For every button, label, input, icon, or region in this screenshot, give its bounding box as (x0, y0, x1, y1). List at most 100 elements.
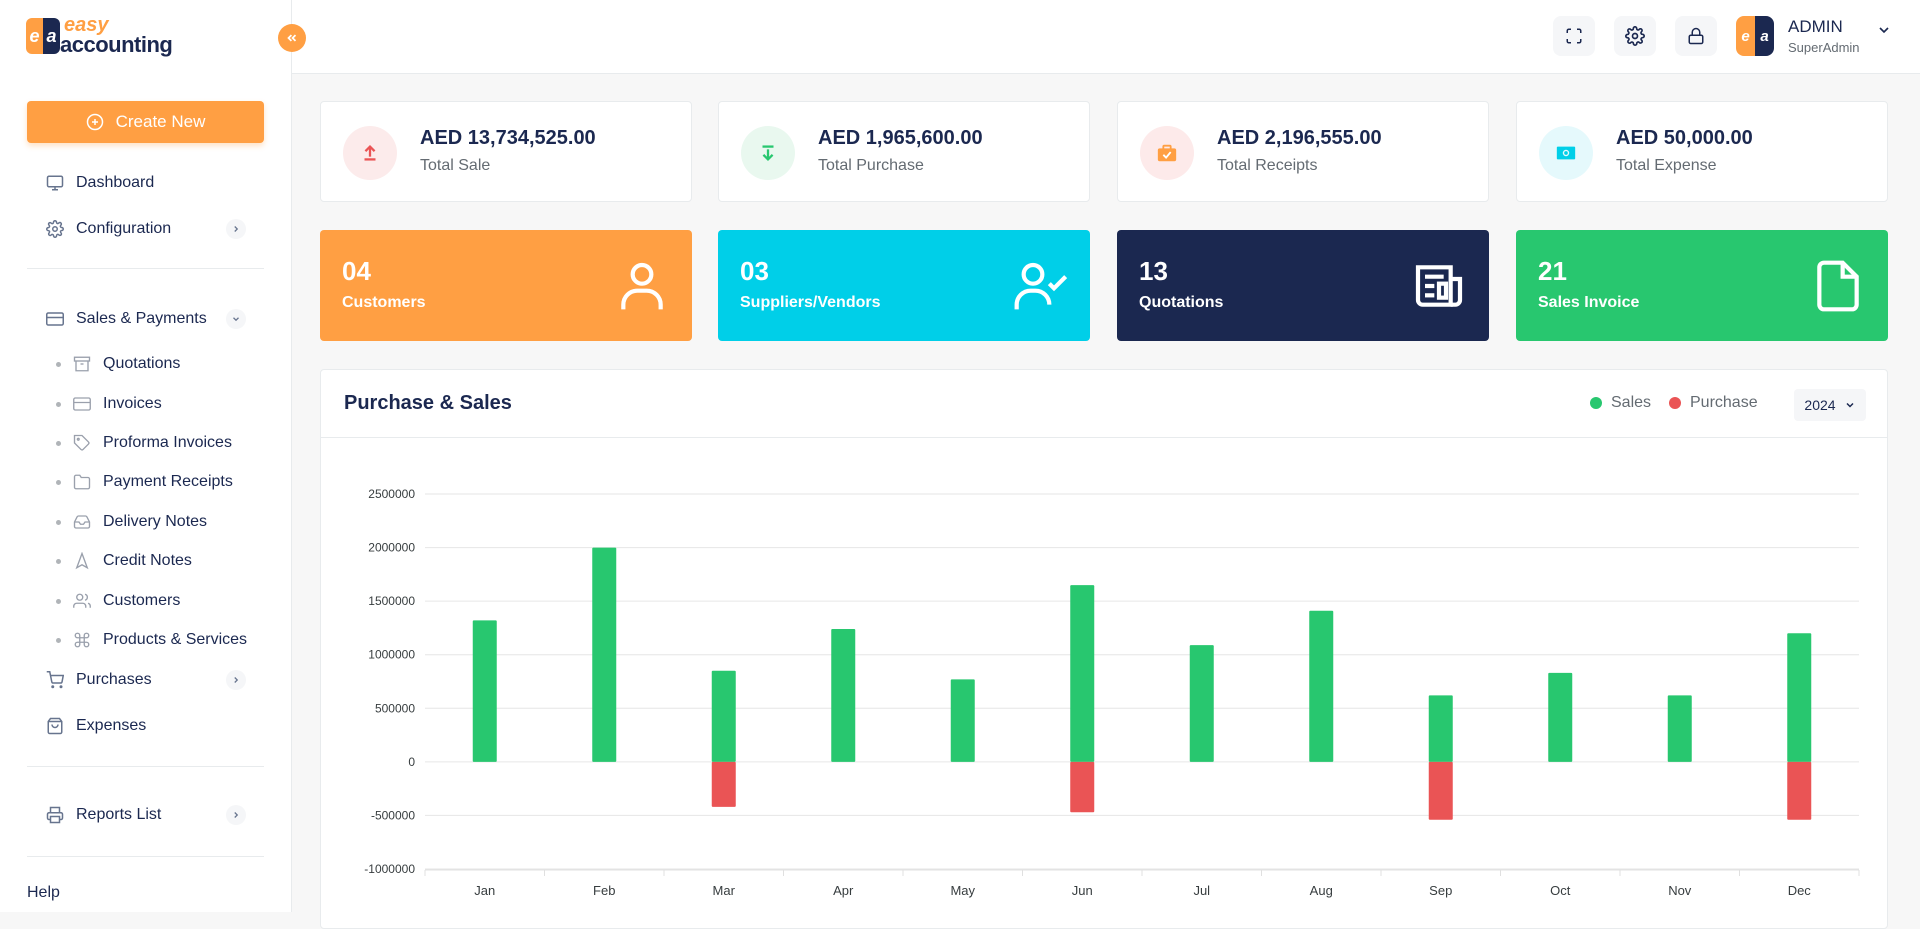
help-link[interactable]: Help (27, 884, 60, 901)
bullet-dot (56, 558, 61, 564)
sidebar-item-purchases[interactable]: Purchases (46, 665, 246, 695)
money-icon (1556, 146, 1576, 160)
chevron-right-icon[interactable] (226, 670, 246, 690)
sidebar-item-label: Reports List (76, 806, 162, 823)
x-tick-label: Apr (833, 883, 854, 898)
sidebar-subitem-invoices[interactable]: Invoices (56, 390, 276, 418)
chart-header: Purchase & Sales Sales Purchase 2024 (321, 370, 1887, 438)
sidebar-item-label: Expenses (76, 717, 147, 734)
sidebar-subitem-delivery-notes[interactable]: Delivery Notes (56, 508, 276, 536)
bar-sales-aug[interactable] (1309, 610, 1334, 762)
sidebar-subitem-label: Quotations (103, 355, 181, 372)
sidebar-subitem-customers[interactable]: Customers (56, 587, 276, 615)
count-card-suppliers[interactable]: 03 Suppliers/Vendors (718, 230, 1090, 341)
bar-sales-oct[interactable] (1548, 672, 1573, 762)
navigation-icon (73, 552, 91, 570)
count-label: Sales Invoice (1538, 294, 1640, 311)
sidebar-subitem-products-services[interactable]: Products & Services (56, 626, 276, 654)
sidebar-item-dashboard[interactable]: Dashboard (46, 168, 246, 198)
stat-value: AED 13,734,525.00 (420, 127, 596, 149)
x-tick-label: Mar (713, 883, 736, 898)
y-tick-label: -500000 (371, 808, 415, 822)
x-tick-label: Feb (593, 883, 615, 898)
chevron-down-icon[interactable] (226, 309, 246, 329)
fullscreen-button[interactable] (1553, 16, 1595, 56)
chevron-right-icon[interactable] (226, 805, 246, 825)
user-menu-toggle[interactable] (1876, 22, 1892, 43)
sidebar-item-reports-list[interactable]: Reports List (46, 800, 246, 830)
count-card-customers[interactable]: 04 Customers (320, 230, 692, 341)
bullet-dot (56, 361, 61, 367)
bar-purchase-mar[interactable] (711, 761, 736, 807)
sidebar-subitem-proforma-invoices[interactable]: Proforma Invoices (56, 429, 276, 457)
bar-sales-sep[interactable] (1428, 695, 1453, 762)
sidebar-item-sales-payments[interactable]: Sales & Payments (46, 304, 246, 334)
sidebar-item-configuration[interactable]: Configuration (46, 214, 246, 244)
inbox-icon (73, 513, 91, 531)
bar-sales-dec[interactable] (1787, 633, 1812, 762)
sidebar-item-expenses[interactable]: Expenses (46, 711, 246, 741)
command-icon (73, 631, 91, 649)
sidebar-subitem-label: Credit Notes (103, 552, 192, 569)
stat-value: AED 50,000.00 (1616, 127, 1753, 149)
bar-purchase-jun[interactable] (1070, 761, 1095, 813)
legend-sales[interactable]: Sales (1590, 394, 1651, 412)
stat-label: Total Receipts (1217, 157, 1318, 174)
bag-icon (46, 717, 64, 735)
bar-sales-nov[interactable] (1667, 695, 1692, 762)
bar-sales-apr[interactable] (831, 629, 856, 762)
sidebar-divider (27, 766, 264, 767)
year-select[interactable]: 2024 (1794, 389, 1866, 421)
plus-circle-icon (86, 113, 103, 131)
legend-swatch (1669, 397, 1681, 409)
brand-logo[interactable]: e a easy accounting (26, 14, 186, 57)
avatar[interactable]: e a (1736, 16, 1774, 56)
chevrons-left-icon (287, 34, 297, 42)
collapse-sidebar-button[interactable] (278, 24, 306, 52)
chevron-down-icon (1846, 402, 1854, 408)
sidebar-subitem-quotations[interactable]: Quotations (56, 350, 276, 378)
year-select-value: 2024 (1804, 397, 1836, 413)
bar-sales-mar[interactable] (711, 670, 736, 762)
x-tick-label: May (950, 883, 975, 898)
count-label: Quotations (1139, 294, 1224, 311)
bar-sales-jan[interactable] (472, 620, 497, 762)
sidebar-subitem-payment-receipts[interactable]: Payment Receipts (56, 468, 276, 496)
stat-icon-wrapper (1140, 126, 1194, 180)
stat-label: Total Sale (420, 157, 491, 174)
count-value: 03 (740, 256, 769, 286)
count-card-quotations[interactable]: 13 Quotations (1117, 230, 1489, 341)
user-role: SuperAdmin (1788, 40, 1860, 55)
sidebar-subitem-label: Proforma Invoices (103, 434, 232, 451)
bar-sales-jul[interactable] (1189, 645, 1214, 762)
count-card-sales-invoice[interactable]: 21 Sales Invoice (1516, 230, 1888, 341)
purchase-sales-chart-card: Purchase & Sales Sales Purchase 2024 250… (320, 369, 1888, 929)
bullet-dot (56, 637, 61, 643)
stat-label: Total Purchase (818, 157, 924, 174)
x-tick-label: Nov (1668, 883, 1692, 898)
sidebar-subitem-label: Products & Services (103, 631, 248, 648)
folder-icon (73, 473, 91, 491)
legend-purchase[interactable]: Purchase (1669, 394, 1758, 412)
credit-card-icon (46, 310, 64, 328)
archive-icon (73, 355, 91, 373)
user-name[interactable]: ADMIN (1788, 17, 1843, 36)
user-icon (621, 262, 663, 310)
tag-icon (73, 434, 91, 452)
chevron-right-icon[interactable] (226, 219, 246, 239)
create-new-button[interactable]: Create New (27, 101, 264, 143)
bar-purchase-dec[interactable] (1787, 761, 1812, 820)
y-tick-label: 2500000 (368, 487, 415, 501)
bar-sales-may[interactable] (950, 679, 975, 762)
logo-text-accounting: accounting (60, 32, 173, 57)
settings-button[interactable] (1614, 16, 1656, 56)
sidebar-subitem-credit-notes[interactable]: Credit Notes (56, 547, 276, 575)
bar-sales-jun[interactable] (1070, 585, 1095, 762)
x-tick-label: Aug (1310, 883, 1333, 898)
bar-purchase-sep[interactable] (1428, 761, 1453, 820)
bullet-dot (56, 479, 61, 485)
lock-button[interactable] (1675, 16, 1717, 56)
chevron-down-icon (1879, 27, 1889, 34)
upload-icon (364, 144, 376, 161)
bar-sales-feb[interactable] (592, 547, 617, 762)
